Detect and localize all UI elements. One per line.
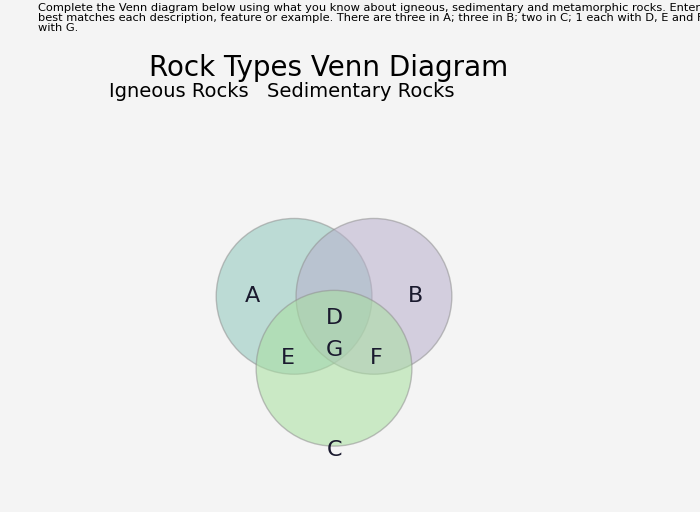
Text: Sedimentary Rocks: Sedimentary Rocks bbox=[267, 82, 454, 101]
Circle shape bbox=[296, 219, 452, 374]
Text: best matches each description, feature or example. There are three in A; three i: best matches each description, feature o… bbox=[38, 13, 700, 23]
Text: G: G bbox=[326, 340, 343, 360]
Text: C: C bbox=[326, 440, 342, 460]
Text: Complete the Venn diagram below using what you know about igneous, sedimentary a: Complete the Venn diagram below using wh… bbox=[38, 3, 700, 13]
Circle shape bbox=[216, 219, 372, 374]
Text: F: F bbox=[370, 348, 382, 368]
Text: Igneous Rocks: Igneous Rocks bbox=[108, 82, 248, 101]
Circle shape bbox=[256, 290, 412, 446]
Text: D: D bbox=[326, 308, 342, 328]
Text: Rock Types Venn Diagram: Rock Types Venn Diagram bbox=[149, 54, 509, 82]
Text: A: A bbox=[244, 286, 260, 306]
Text: B: B bbox=[408, 286, 424, 306]
Text: E: E bbox=[281, 348, 295, 368]
Text: with G.: with G. bbox=[38, 23, 78, 33]
